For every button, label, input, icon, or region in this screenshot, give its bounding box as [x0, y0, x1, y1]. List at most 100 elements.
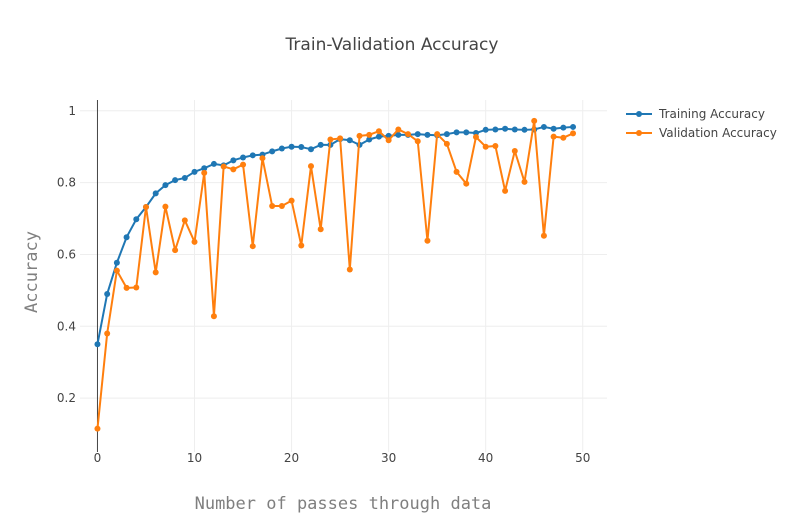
data-point — [482, 126, 489, 133]
data-point — [259, 155, 266, 162]
data-point — [240, 161, 247, 168]
data-point — [550, 125, 557, 132]
y-tick-label: 0.8 — [57, 176, 76, 190]
data-point — [521, 178, 528, 185]
data-point — [269, 148, 276, 155]
data-point — [201, 169, 208, 176]
series-training — [94, 123, 577, 348]
data-point — [405, 131, 412, 138]
data-point — [162, 203, 169, 210]
data-point — [94, 341, 101, 348]
y-tick-label: 0.2 — [57, 391, 76, 405]
data-point — [201, 165, 208, 172]
data-point — [366, 136, 373, 143]
data-point — [414, 131, 421, 138]
x-tick-label: 10 — [187, 451, 202, 465]
data-point — [337, 135, 344, 142]
legend-swatch-marker — [636, 130, 642, 136]
data-point — [269, 202, 276, 209]
data-point — [502, 187, 509, 194]
data-point — [317, 141, 324, 148]
data-point — [317, 226, 324, 233]
data-point — [152, 190, 159, 197]
tick-labels: 0.20.40.60.810 10 20 30 40 50 — [57, 104, 590, 465]
data-point — [172, 247, 179, 254]
data-point — [123, 234, 130, 241]
y-tick-label: 0.4 — [57, 319, 76, 333]
data-point — [385, 137, 392, 144]
data-point — [414, 138, 421, 145]
data-point — [434, 131, 441, 138]
data-point — [123, 284, 130, 291]
data-point — [570, 130, 577, 137]
series-layer — [94, 117, 577, 432]
data-point — [142, 204, 149, 211]
legend-item[interactable]: Training Accuracy — [626, 107, 765, 121]
x-axis-title: Number of passes through data — [195, 494, 492, 514]
data-point — [540, 232, 547, 239]
data-point — [492, 126, 499, 133]
data-point — [162, 182, 169, 189]
data-point — [463, 129, 470, 136]
data-point — [395, 131, 402, 138]
data-point — [346, 137, 353, 144]
data-point — [482, 143, 489, 150]
series-line — [96, 119, 574, 429]
data-point — [288, 197, 295, 204]
data-point — [550, 133, 557, 140]
data-point — [472, 133, 479, 140]
data-point — [453, 168, 460, 175]
data-point — [113, 259, 120, 266]
data-point — [133, 284, 140, 291]
data-point — [424, 131, 431, 138]
data-point — [230, 157, 237, 164]
data-point — [278, 202, 285, 209]
data-point — [307, 163, 314, 170]
series-line — [96, 125, 574, 345]
data-point — [210, 160, 217, 167]
data-point — [511, 148, 518, 155]
data-point — [570, 123, 577, 130]
data-point — [181, 217, 188, 224]
data-point — [375, 133, 382, 140]
legend[interactable]: Training Accuracy Validation Accuracy — [626, 107, 777, 140]
data-point — [346, 266, 353, 273]
data-point — [104, 330, 111, 337]
data-point — [560, 134, 567, 141]
data-point — [356, 132, 363, 139]
data-point — [375, 128, 382, 135]
data-point — [181, 174, 188, 181]
data-point — [511, 126, 518, 133]
data-point — [230, 166, 237, 173]
legend-swatch-marker — [636, 111, 642, 117]
data-point — [172, 177, 179, 184]
x-tick-label: 30 — [381, 451, 396, 465]
chart-title: Train-Validation Accuracy — [285, 35, 499, 55]
data-point — [278, 145, 285, 152]
legend-item[interactable]: Validation Accuracy — [626, 126, 777, 140]
x-tick-label: 40 — [478, 451, 493, 465]
y-tick-label: 0.6 — [57, 247, 76, 261]
data-point — [395, 126, 402, 133]
data-point — [307, 146, 314, 153]
data-point — [113, 267, 120, 274]
y-axis-title: Accuracy — [22, 231, 42, 313]
data-point — [191, 168, 198, 175]
data-point — [424, 237, 431, 244]
data-point — [453, 129, 460, 136]
data-point — [240, 154, 247, 161]
grid — [80, 100, 607, 452]
data-point — [502, 125, 509, 132]
y-tick-label: 1 — [68, 104, 76, 118]
data-point — [191, 238, 198, 245]
legend-label: Validation Accuracy — [659, 126, 777, 140]
data-point — [521, 126, 528, 133]
data-point — [210, 313, 217, 320]
data-point — [327, 136, 334, 143]
data-point — [366, 131, 373, 138]
data-point — [560, 124, 567, 131]
data-point — [249, 152, 256, 159]
data-point — [133, 216, 140, 223]
data-point — [152, 269, 159, 276]
